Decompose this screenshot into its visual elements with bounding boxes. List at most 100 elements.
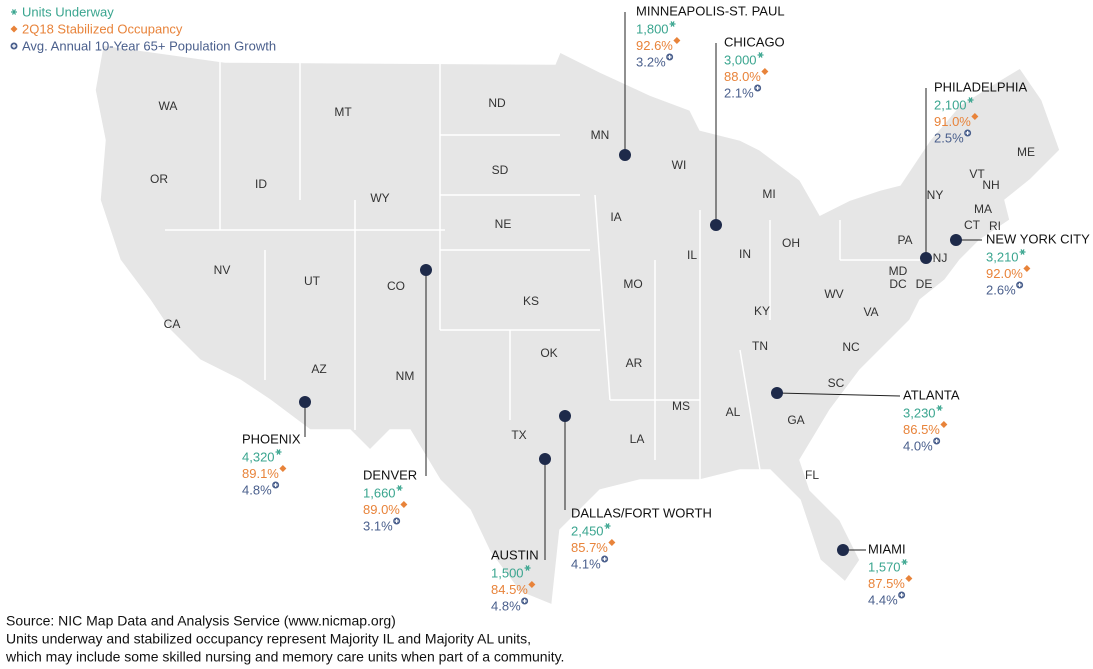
icon — [522, 599, 527, 603]
market-dot — [837, 544, 849, 556]
icon — [899, 593, 904, 597]
icon — [667, 55, 672, 59]
market-occupancy: 87.5% — [868, 576, 905, 591]
state-label: PA — [897, 233, 912, 247]
market-occupancy: 86.5% — [903, 422, 940, 437]
market-name: AUSTIN — [491, 547, 539, 562]
market: DENVER 1,660 89.0%3.1% — [363, 264, 432, 533]
icon — [528, 581, 536, 588]
market-dot — [771, 387, 783, 399]
markets: MINNEAPOLIS-ST. PAUL 1,800 92.6%3.2% CHICAG… — [242, 3, 1090, 613]
us-outline — [94, 44, 1061, 607]
state-label: CA — [164, 317, 181, 331]
market-name: NEW YORK CITY — [986, 231, 1090, 246]
icon — [279, 465, 287, 472]
state-label: WA — [159, 99, 178, 113]
market-dot — [299, 396, 311, 408]
legend-label: Avg. Annual 10-Year 65+ Population Growt… — [22, 38, 276, 53]
state-label: MA — [974, 202, 992, 216]
state-label: UT — [304, 274, 321, 288]
icon — [940, 421, 948, 428]
source-line: Source: NIC Map Data and Analysis Servic… — [6, 613, 396, 629]
market-name: PHILADELPHIA — [934, 79, 1028, 94]
state-label: ID — [255, 177, 267, 191]
state-label: NH — [982, 178, 999, 192]
market-units: 1,660 — [363, 485, 396, 500]
icon — [400, 501, 408, 508]
state-borders — [165, 62, 940, 480]
state-label: GA — [787, 413, 804, 427]
market-occupancy: 89.0% — [363, 502, 400, 517]
state-label: MT — [334, 105, 352, 119]
state-label: CO — [387, 279, 405, 293]
market-dot — [420, 264, 432, 276]
market-units: 3,210 — [986, 249, 1019, 264]
icon — [1017, 283, 1022, 287]
state-label: CT — [964, 218, 981, 232]
market-growth: 2.5% — [934, 130, 964, 145]
state-label: IN — [739, 247, 751, 261]
market-units: 4,320 — [242, 449, 275, 464]
market-units: 1,500 — [491, 565, 524, 580]
icon — [273, 483, 278, 487]
market-growth: 3.1% — [363, 518, 393, 533]
market-dot — [539, 453, 551, 465]
state-label: ND — [488, 96, 506, 110]
icon — [902, 559, 907, 565]
icon — [673, 37, 681, 44]
market-occupancy: 89.1% — [242, 466, 279, 481]
state-label: OH — [782, 236, 800, 250]
icon — [394, 519, 399, 523]
icon — [755, 86, 760, 90]
market: DALLAS/FORT WORTH 2,450 85.7%4.1% — [559, 410, 712, 571]
state-label: NE — [495, 217, 512, 231]
state-label: IL — [687, 248, 697, 262]
market-dot — [950, 234, 962, 246]
market-name: DENVER — [363, 467, 417, 482]
icon — [605, 523, 610, 529]
state-label: VT — [969, 167, 985, 181]
market-units: 1,800 — [636, 21, 669, 36]
state-label: MO — [623, 277, 642, 291]
market-name: PHOENIX — [242, 431, 301, 446]
state-labels: WA OR CA ID NV MT WY UT AZ CO NM ND SD NE KS OK TX MN IA MO… — [150, 96, 1035, 482]
state-label: MS — [672, 399, 690, 413]
state-label: MI — [762, 187, 775, 201]
market: NEW YORK CITY 3,210 92.0%2.6% — [950, 231, 1090, 297]
icon — [934, 439, 939, 443]
market-units: 1,570 — [868, 559, 901, 574]
market-units: 3,000 — [724, 52, 757, 67]
market: AUSTIN 1,500 84.5%4.8% — [491, 453, 551, 613]
market-name: MIAMI — [868, 541, 906, 556]
state-label: OK — [540, 346, 557, 360]
market: PHILADELPHIA 2,100 91.0%2.5% — [920, 79, 1028, 264]
market: CHICAGO 3,000 88.0%2.1% — [710, 34, 785, 231]
market: MINNEAPOLIS-ST. PAUL 1,800 92.6%3.2% — [619, 3, 785, 161]
icon — [965, 131, 970, 135]
state-label: NC — [842, 340, 860, 354]
market-growth: 4.4% — [868, 592, 898, 607]
market-dot — [559, 410, 571, 422]
state-label: NM — [396, 369, 415, 383]
icon — [525, 565, 530, 571]
market: ATLANTA 3,230 86.5%4.0% — [771, 387, 960, 453]
state-label: KS — [523, 294, 539, 308]
icon — [12, 44, 16, 48]
state-label: NY — [927, 188, 944, 202]
state-label: AL — [726, 405, 741, 419]
state-label: DE — [916, 277, 933, 291]
state-label: SD — [492, 163, 509, 177]
market-growth: 3.2% — [636, 54, 666, 69]
state-label: RI — [989, 219, 1001, 233]
market-growth: 4.8% — [242, 482, 272, 497]
market: MIAMI 1,570 87.5%4.4% — [837, 541, 913, 607]
icon — [670, 21, 675, 27]
market-units: 2,450 — [571, 523, 604, 538]
market-dot — [710, 219, 722, 231]
state-label: TX — [511, 428, 526, 442]
state-label: LA — [630, 432, 645, 446]
market-dot — [920, 252, 932, 264]
icon — [758, 52, 763, 58]
market-growth: 2.6% — [986, 282, 1016, 297]
